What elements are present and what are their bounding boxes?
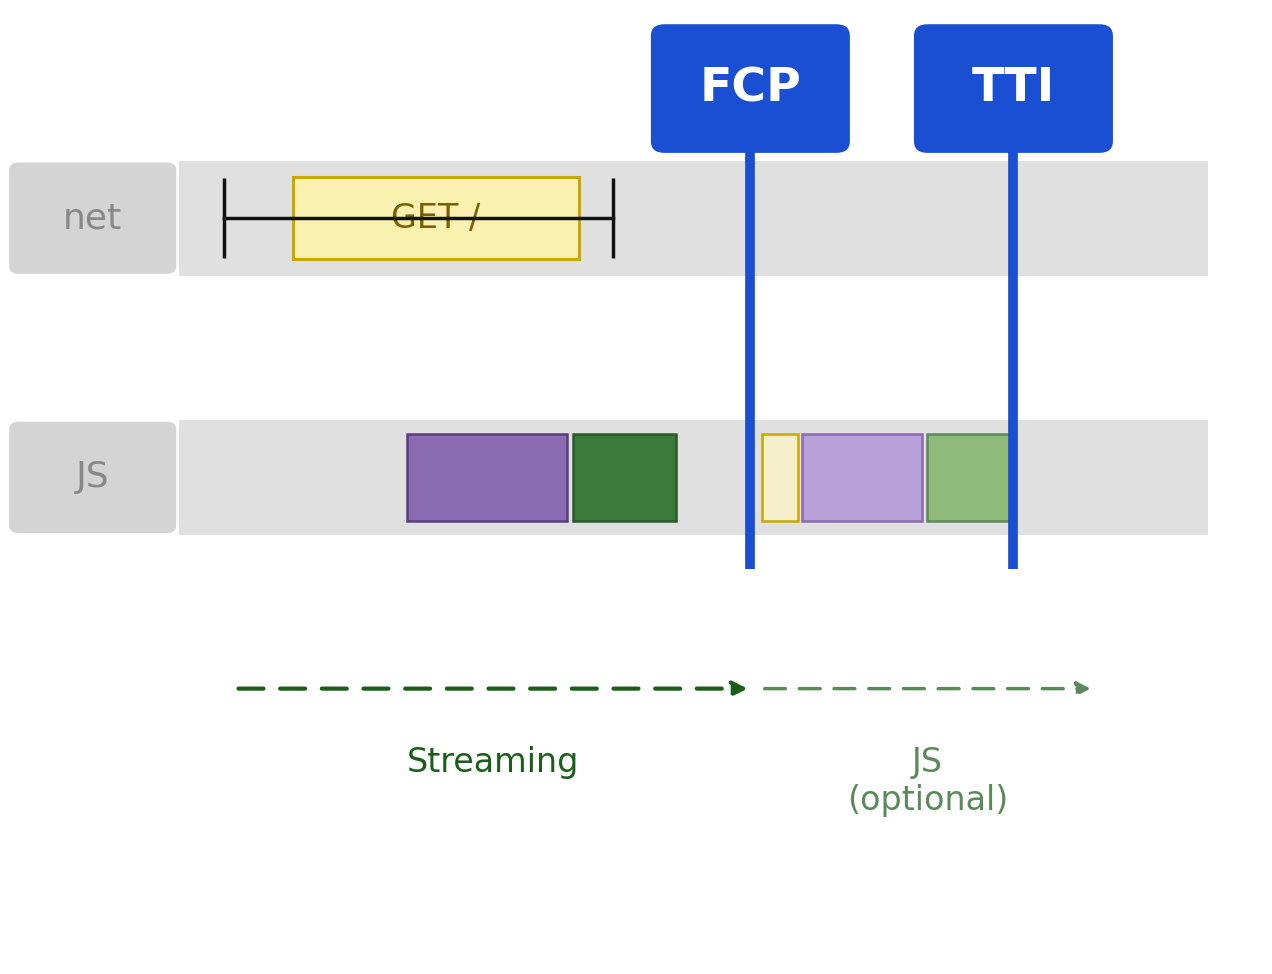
FancyBboxPatch shape	[9, 422, 177, 533]
Bar	[762, 434, 799, 521]
Text: net: net	[64, 202, 122, 235]
FancyBboxPatch shape	[651, 24, 850, 153]
Bar	[178, 420, 1208, 535]
FancyBboxPatch shape	[9, 163, 177, 274]
Bar	[574, 434, 675, 521]
Text: JS: JS	[76, 461, 109, 495]
Text: GET /: GET /	[392, 202, 481, 235]
Text: Streaming: Streaming	[407, 746, 579, 779]
Text: FCP: FCP	[700, 66, 801, 111]
Bar	[293, 177, 579, 259]
Text: TTI: TTI	[972, 66, 1054, 111]
Bar	[407, 434, 567, 521]
FancyBboxPatch shape	[913, 24, 1113, 153]
Bar	[801, 434, 922, 521]
Bar	[926, 434, 1013, 521]
Bar	[178, 161, 1208, 276]
Text: JS
(optional): JS (optional)	[847, 746, 1009, 817]
